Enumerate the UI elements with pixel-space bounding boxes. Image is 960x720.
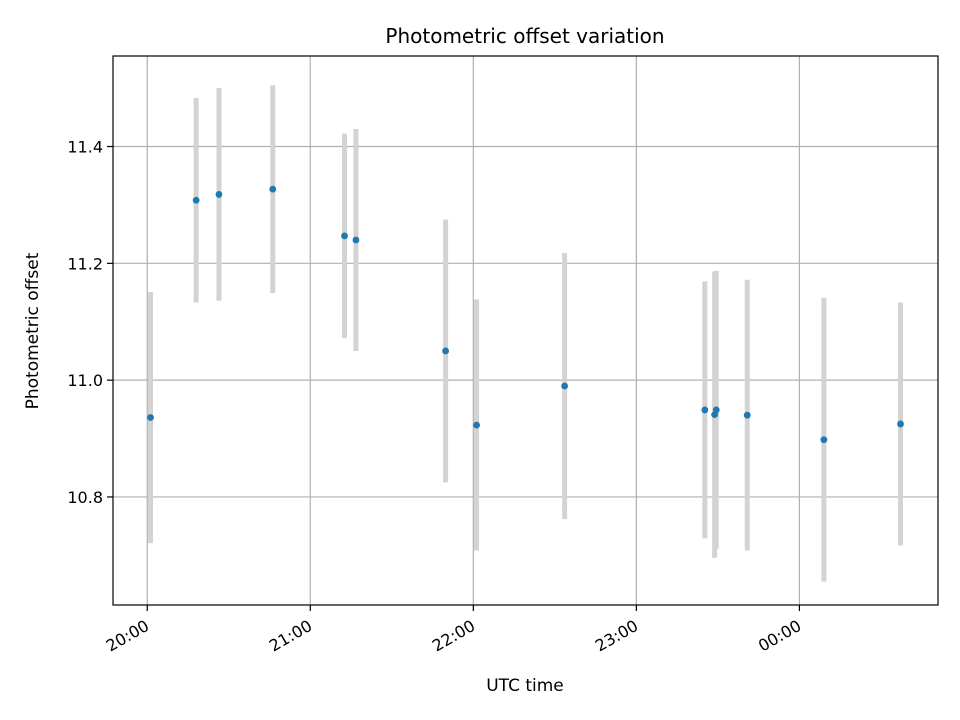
data-point — [473, 421, 480, 429]
data-point — [561, 382, 569, 390]
data-point — [820, 436, 828, 444]
x-axis-label: UTC time — [486, 676, 564, 696]
data-point — [442, 347, 450, 355]
y-tick-label: 11.0 — [67, 371, 103, 390]
data-point — [269, 185, 277, 193]
data-point — [712, 406, 720, 414]
data-points — [147, 185, 904, 444]
data-point — [701, 406, 709, 414]
y-axis-label: Photometric offset — [23, 252, 43, 409]
grid-lines — [113, 56, 938, 605]
data-point — [215, 191, 223, 198]
plot-frame — [112, 55, 939, 606]
y-tick-label: 11.4 — [67, 138, 103, 157]
chart-title: Photometric offset variation — [385, 24, 664, 48]
data-point — [341, 232, 348, 240]
data-point — [192, 196, 200, 204]
y-tick-label: 10.8 — [67, 488, 103, 507]
data-point — [897, 420, 904, 428]
data-point — [743, 411, 751, 419]
data-point — [352, 236, 360, 244]
data-point — [147, 414, 154, 421]
y-tick-label: 11.2 — [67, 254, 103, 273]
